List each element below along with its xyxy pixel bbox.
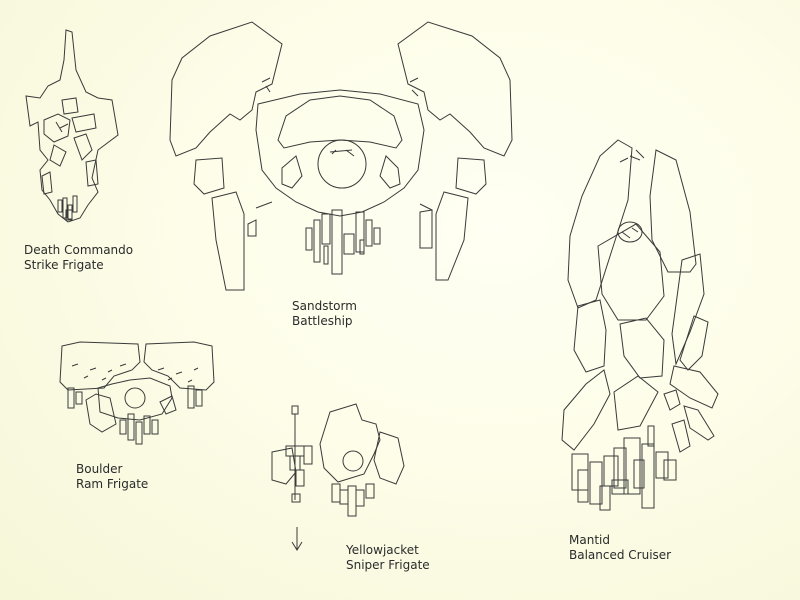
sandstorm-label: Sandstorm Battleship: [292, 299, 357, 329]
ship-name: Boulder: [76, 462, 123, 476]
down-arrow-icon: [291, 527, 303, 551]
ship-name: Sandstorm: [292, 299, 357, 313]
yellowjacket-sketch: [271, 403, 405, 517]
ship-name: Death Commando: [24, 243, 134, 257]
boulder-label: Boulder Ram Frigate: [76, 462, 148, 492]
ship-role: Strike Frigate: [24, 258, 104, 272]
boulder-sketch: [59, 341, 215, 445]
ship-role: Sniper Frigate: [346, 558, 430, 572]
death-commando-sketch: [25, 29, 119, 223]
mantid-sketch: [561, 139, 719, 511]
death-commando-label: Death Commando Strike Frigate: [24, 243, 133, 273]
ship-name: Yellowjacket: [346, 543, 419, 557]
ship-name: Mantid: [569, 533, 610, 547]
ship-role: Balanced Cruiser: [569, 548, 672, 562]
ship-role: Battleship: [292, 314, 353, 328]
yellowjacket-label: Yellowjacket Sniper Frigate: [346, 543, 430, 573]
ship-role: Ram Frigate: [76, 477, 149, 491]
sandstorm-sketch: [169, 21, 513, 291]
mantid-label: Mantid Balanced Cruiser: [569, 533, 671, 563]
